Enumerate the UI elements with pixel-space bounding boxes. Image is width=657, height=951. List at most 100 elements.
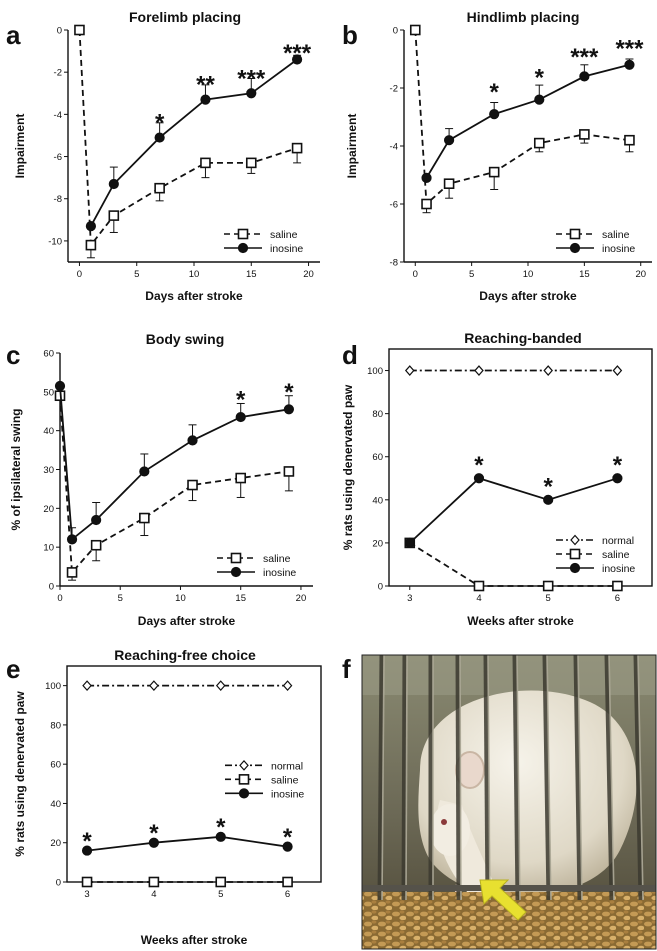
y-tick-label: 60 bbox=[43, 349, 54, 360]
panel-label-d: d bbox=[342, 340, 358, 370]
data-point-saline bbox=[108, 210, 120, 221]
y-tick-label: 50 bbox=[43, 387, 54, 398]
cage-bars bbox=[377, 655, 644, 901]
y-tick-label: 20 bbox=[43, 504, 54, 515]
legend-marker bbox=[230, 552, 242, 564]
significance-marker: * bbox=[236, 387, 246, 414]
y-tick-label: 0 bbox=[57, 26, 62, 37]
data-point-normal bbox=[474, 365, 484, 376]
legend: saline inosine bbox=[217, 552, 296, 579]
series-inosine bbox=[421, 58, 635, 183]
series-inosine bbox=[85, 54, 303, 232]
data-point-saline bbox=[245, 157, 257, 169]
data-point-saline bbox=[187, 479, 198, 491]
y-axis-label: Impairment bbox=[345, 114, 359, 179]
data-point-saline bbox=[283, 466, 295, 477]
significance-marker: *** bbox=[283, 40, 312, 67]
legend-marker bbox=[569, 242, 581, 254]
y-tick-label: -10 bbox=[48, 236, 62, 247]
series-line-inosine bbox=[86, 835, 288, 852]
panel-label-f: f bbox=[342, 654, 351, 684]
x-axis-label: Days after stroke bbox=[145, 289, 243, 303]
data-point-inosine bbox=[91, 514, 102, 526]
x-tick-label: 10 bbox=[175, 593, 186, 604]
data-point-normal bbox=[215, 680, 226, 692]
plot-frame bbox=[66, 665, 322, 883]
y-tick-label: 80 bbox=[50, 720, 61, 731]
legend: saline inosine bbox=[224, 228, 303, 255]
panel-b: b Hindlimb placing 0 5 10 15 20 0 -2 -4 -6 -8 Days… bbox=[342, 9, 652, 303]
data-point-normal bbox=[149, 680, 159, 692]
y-tick-label: -2 bbox=[54, 68, 62, 79]
y-tick-label: -6 bbox=[390, 200, 398, 211]
panel-e: e Reaching-free choice 3 4 5 6020406080100W… bbox=[6, 647, 322, 947]
data-point-inosine bbox=[291, 54, 303, 65]
panel-label-b: b bbox=[342, 20, 358, 50]
y-tick-label: 100 bbox=[45, 681, 61, 692]
data-point-inosine bbox=[66, 534, 78, 545]
series-saline bbox=[81, 876, 293, 888]
data-point-inosine bbox=[282, 841, 293, 852]
data-point-saline bbox=[409, 24, 421, 36]
data-point-inosine bbox=[81, 845, 93, 856]
legend: normal saline inosine bbox=[225, 759, 304, 800]
x-tick-label: 0 bbox=[77, 269, 82, 280]
x-tick-label: 10 bbox=[523, 269, 534, 280]
panel-label-e: e bbox=[6, 654, 20, 684]
data-point-saline bbox=[148, 876, 160, 888]
series-inosine bbox=[404, 473, 623, 549]
y-tick-label: 40 bbox=[50, 799, 61, 810]
x-tick-label: 5 bbox=[134, 269, 139, 280]
data-point-normal bbox=[282, 680, 293, 692]
panel-title-b: Hindlimb placing bbox=[467, 9, 580, 25]
x-tick-label: 3 bbox=[407, 593, 412, 604]
y-tick-label: 60 bbox=[50, 760, 61, 771]
significance-marker: * bbox=[284, 379, 294, 406]
y-axis-label: % rats using denervated paw bbox=[341, 384, 355, 550]
data-point-inosine bbox=[283, 404, 295, 415]
y-tick-label: 30 bbox=[43, 465, 54, 476]
data-point-saline bbox=[291, 142, 303, 154]
legend-label: saline bbox=[271, 774, 299, 786]
legend-marker bbox=[237, 228, 249, 240]
data-point-saline bbox=[533, 137, 545, 149]
x-tick-label: 15 bbox=[246, 269, 257, 280]
panel-label-c: c bbox=[6, 340, 20, 370]
panel-c: c Body swing 0 5 10 15 20 0 10 20 30 40 50 60 Days a… bbox=[6, 331, 313, 628]
data-point-inosine bbox=[534, 94, 545, 105]
legend-marker bbox=[230, 566, 242, 578]
data-point-inosine bbox=[543, 494, 554, 505]
y-tick-label: 0 bbox=[49, 582, 54, 593]
chart-a: 0 5 10 15 20 0 -2 -4 -6 -8 -10 Days after stroke Imp… bbox=[13, 24, 320, 303]
x-axis-label: Weeks after stroke bbox=[467, 614, 574, 628]
data-point-saline bbox=[488, 166, 500, 178]
cage-photo bbox=[362, 655, 656, 949]
legend-marker bbox=[569, 562, 581, 574]
data-point-saline bbox=[215, 876, 227, 888]
data-point-inosine bbox=[421, 172, 432, 183]
data-point-inosine bbox=[215, 831, 226, 842]
data-point-inosine bbox=[148, 837, 159, 848]
data-point-inosine bbox=[579, 71, 590, 82]
data-point-saline bbox=[282, 876, 293, 888]
data-point-inosine bbox=[200, 94, 211, 105]
y-tick-label: -4 bbox=[390, 142, 398, 153]
x-tick-label: 10 bbox=[189, 269, 200, 280]
legend-marker bbox=[239, 759, 249, 771]
data-point-inosine bbox=[443, 135, 455, 146]
arrow-icon bbox=[479, 879, 527, 921]
data-point-inosine bbox=[489, 109, 500, 120]
legend-marker bbox=[238, 788, 250, 799]
data-point-normal bbox=[543, 365, 553, 376]
data-point-saline bbox=[74, 24, 85, 36]
x-tick-label: 3 bbox=[84, 889, 89, 900]
data-point-inosine bbox=[473, 473, 485, 484]
legend-label: saline bbox=[602, 549, 630, 561]
data-point-inosine bbox=[154, 132, 165, 143]
significance-marker: *** bbox=[570, 44, 599, 71]
y-tick-label: -4 bbox=[54, 110, 62, 121]
data-point-saline bbox=[443, 178, 455, 189]
series-inosine bbox=[54, 380, 295, 545]
data-point-inosine bbox=[187, 435, 198, 446]
